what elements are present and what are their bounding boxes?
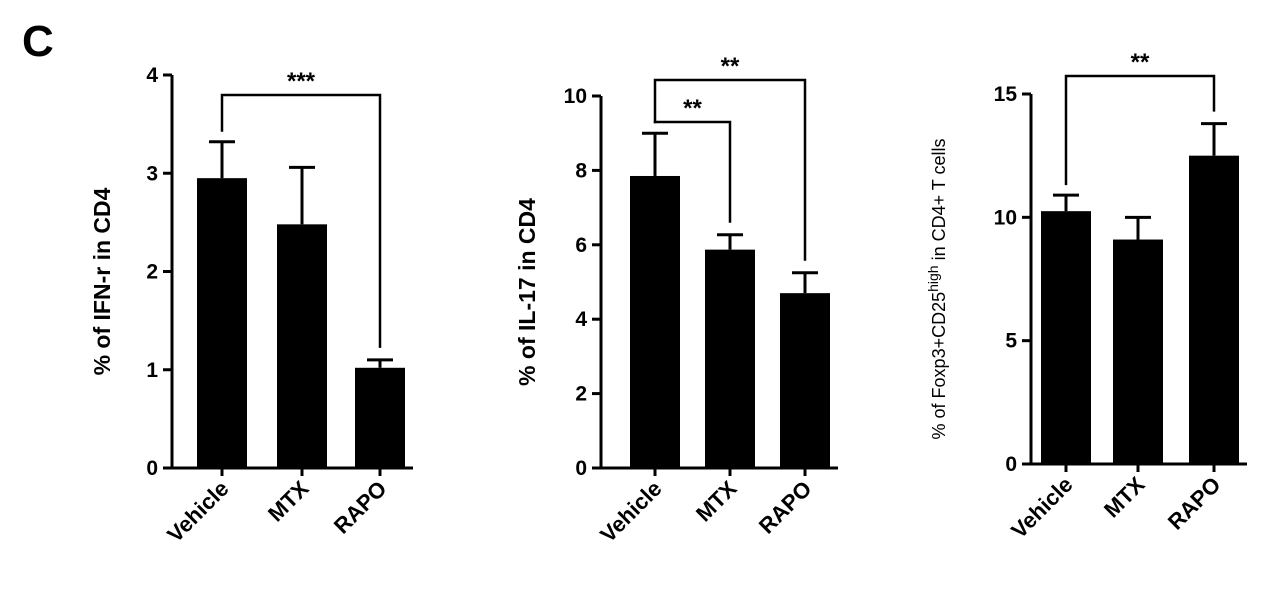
category-label: RAPO [329, 476, 392, 539]
significance-label: ** [1131, 49, 1150, 76]
y-tick-label: 4 [575, 308, 587, 331]
category-label: RAPO [1163, 472, 1226, 535]
y-tick-label: 2 [146, 261, 158, 284]
significance-label: *** [287, 68, 316, 95]
y-tick-label: 1 [146, 359, 158, 382]
bar-mtx [277, 224, 327, 468]
significance-bracket [1064, 74, 1216, 186]
bar-rapo [780, 293, 830, 468]
bar-mtx [705, 249, 755, 468]
y-tick-label: 8 [575, 159, 587, 182]
category-label: MTX [691, 476, 742, 527]
bar-mtx [1113, 239, 1163, 464]
bar-vehicle [1041, 211, 1091, 464]
y-tick-label: 2 [575, 383, 587, 406]
y-axis-title-part: in CD4+ T cells [929, 139, 949, 266]
y-tick-label: 0 [575, 457, 587, 480]
significance-bracket [653, 78, 807, 261]
bar-vehicle [197, 178, 247, 468]
y-tick-label: 4 [146, 64, 158, 87]
y-tick-label: 15 [994, 83, 1018, 106]
category-label: MTX [1099, 472, 1150, 523]
chart-foxp3: 0 5 10 15 Vehicle MTX RAPO ** % of Foxp3+CD25hig… [925, 49, 1247, 543]
category-label: MTX [263, 476, 314, 527]
bar-rapo [1189, 155, 1239, 464]
y-tick-label: 6 [575, 234, 587, 257]
y-tick-label: 5 [1005, 330, 1017, 353]
y-tick-label: 3 [146, 162, 158, 185]
significance-bracket [220, 93, 382, 348]
chart-il-17: 0 2 4 6 8 10 Vehicle MTX RAPO ** ** % of IL-17 in C… [514, 53, 838, 547]
y-tick-label: 0 [1005, 453, 1017, 476]
category-label: RAPO [754, 476, 817, 539]
y-tick-label: 0 [146, 457, 158, 480]
y-axis-title-part: % of Foxp3+CD25 [929, 292, 949, 440]
chart-ifn-r: 0 1 2 3 4 Vehicle MTX RAPO *** % of IFN-r in CD4 [89, 64, 413, 547]
category-label: Vehicle [1006, 472, 1077, 543]
panel-label: C [22, 17, 54, 66]
category-label: Vehicle [162, 476, 233, 547]
category-label: Vehicle [595, 476, 666, 547]
bar-vehicle [630, 175, 680, 469]
bar-rapo [355, 367, 405, 468]
significance-label: ** [683, 95, 702, 122]
y-axis-title-superscript: high [925, 265, 941, 291]
y-axis-title: % of Foxp3+CD25high in CD4+ T cells [925, 139, 949, 440]
y-tick-label: 10 [994, 206, 1017, 229]
y-tick-label: 10 [564, 85, 587, 108]
y-axis-title: % of IFN-r in CD4 [89, 187, 115, 375]
significance-label: ** [721, 53, 740, 80]
y-axis-title: % of IL-17 in CD4 [514, 198, 540, 386]
